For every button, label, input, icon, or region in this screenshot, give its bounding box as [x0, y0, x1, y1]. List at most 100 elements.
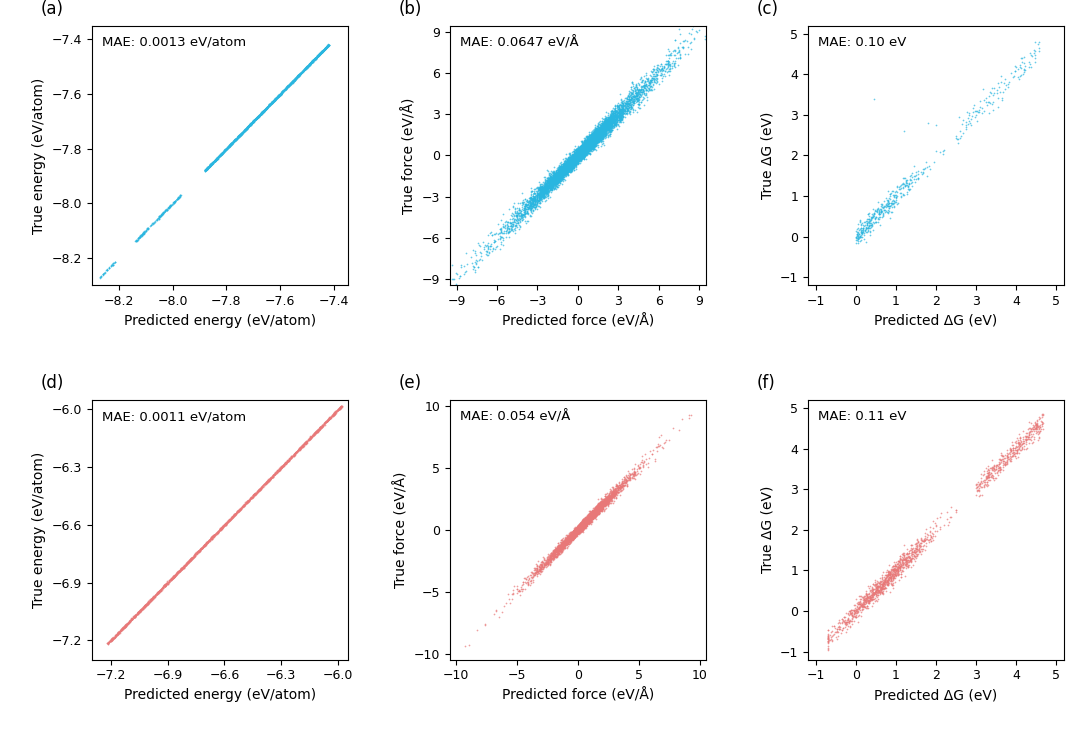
- Point: [879, 578, 896, 590]
- Point: [288, 72, 306, 84]
- Point: [607, 117, 624, 129]
- Point: [575, 144, 592, 156]
- Point: [581, 514, 598, 526]
- Point: [593, 126, 610, 138]
- Point: [526, 191, 543, 203]
- Point: [195, 540, 213, 552]
- Point: [595, 118, 612, 130]
- Point: [576, 142, 593, 154]
- Point: [581, 517, 598, 529]
- Point: [525, 187, 542, 199]
- Point: [532, 564, 550, 575]
- Point: [563, 534, 580, 545]
- Point: [323, 411, 340, 423]
- Point: [597, 496, 615, 508]
- Point: [575, 518, 592, 530]
- Point: [889, 191, 906, 203]
- Point: [874, 208, 891, 220]
- Point: [886, 572, 903, 584]
- Point: [285, 448, 302, 460]
- Point: [532, 558, 550, 570]
- Point: [569, 149, 586, 160]
- Point: [528, 194, 545, 206]
- Point: [551, 170, 568, 182]
- Point: [572, 144, 590, 155]
- Point: [567, 157, 584, 168]
- Point: [259, 101, 276, 112]
- Point: [552, 168, 569, 180]
- Point: [542, 171, 559, 183]
- Point: [572, 150, 590, 162]
- Point: [572, 144, 590, 156]
- Point: [566, 152, 583, 163]
- Point: [203, 158, 220, 170]
- Point: [570, 149, 588, 161]
- Point: [604, 489, 621, 501]
- Point: [226, 134, 243, 146]
- Point: [531, 202, 549, 214]
- Point: [265, 95, 282, 107]
- Point: [565, 157, 582, 168]
- Point: [569, 149, 586, 160]
- Point: [580, 512, 597, 523]
- Point: [557, 534, 575, 546]
- Point: [1004, 444, 1022, 456]
- Point: [268, 465, 285, 477]
- Point: [564, 156, 581, 168]
- Point: [568, 153, 585, 165]
- Point: [549, 173, 566, 184]
- Point: [583, 137, 600, 149]
- Point: [568, 142, 585, 154]
- Point: [580, 515, 597, 526]
- Point: [287, 72, 305, 84]
- Point: [565, 149, 582, 160]
- Point: [596, 122, 613, 134]
- Point: [576, 149, 593, 161]
- Point: [561, 532, 578, 544]
- Point: [561, 155, 578, 167]
- Point: [535, 182, 552, 194]
- Point: [261, 474, 279, 486]
- Point: [581, 515, 598, 526]
- Point: [583, 134, 600, 146]
- Point: [524, 195, 541, 207]
- Point: [572, 147, 590, 159]
- Point: [569, 526, 586, 537]
- Point: [225, 136, 242, 147]
- Point: [917, 523, 934, 535]
- Point: [567, 153, 584, 165]
- Point: [551, 162, 568, 174]
- Point: [578, 513, 595, 525]
- Point: [585, 131, 603, 143]
- Point: [581, 136, 598, 148]
- Point: [849, 596, 866, 608]
- Point: [591, 502, 608, 514]
- Point: [579, 514, 596, 526]
- Point: [554, 171, 571, 182]
- Point: [573, 521, 591, 532]
- Point: [1023, 429, 1040, 440]
- Point: [870, 586, 888, 598]
- Point: [264, 96, 281, 108]
- Point: [544, 182, 562, 193]
- Point: [1003, 450, 1021, 461]
- Point: [563, 529, 580, 540]
- Point: [498, 222, 515, 234]
- Point: [580, 141, 597, 152]
- Point: [235, 125, 253, 137]
- Point: [230, 505, 247, 517]
- Point: [554, 174, 571, 185]
- Point: [577, 141, 594, 152]
- Point: [530, 191, 548, 203]
- Point: [570, 527, 588, 539]
- Point: [559, 160, 577, 172]
- Point: [313, 46, 330, 58]
- Point: [566, 529, 583, 540]
- Point: [571, 518, 589, 529]
- Point: [544, 178, 562, 190]
- Point: [273, 86, 291, 98]
- Point: [227, 133, 244, 145]
- Point: [272, 462, 289, 474]
- Point: [546, 174, 564, 185]
- Point: [887, 563, 904, 574]
